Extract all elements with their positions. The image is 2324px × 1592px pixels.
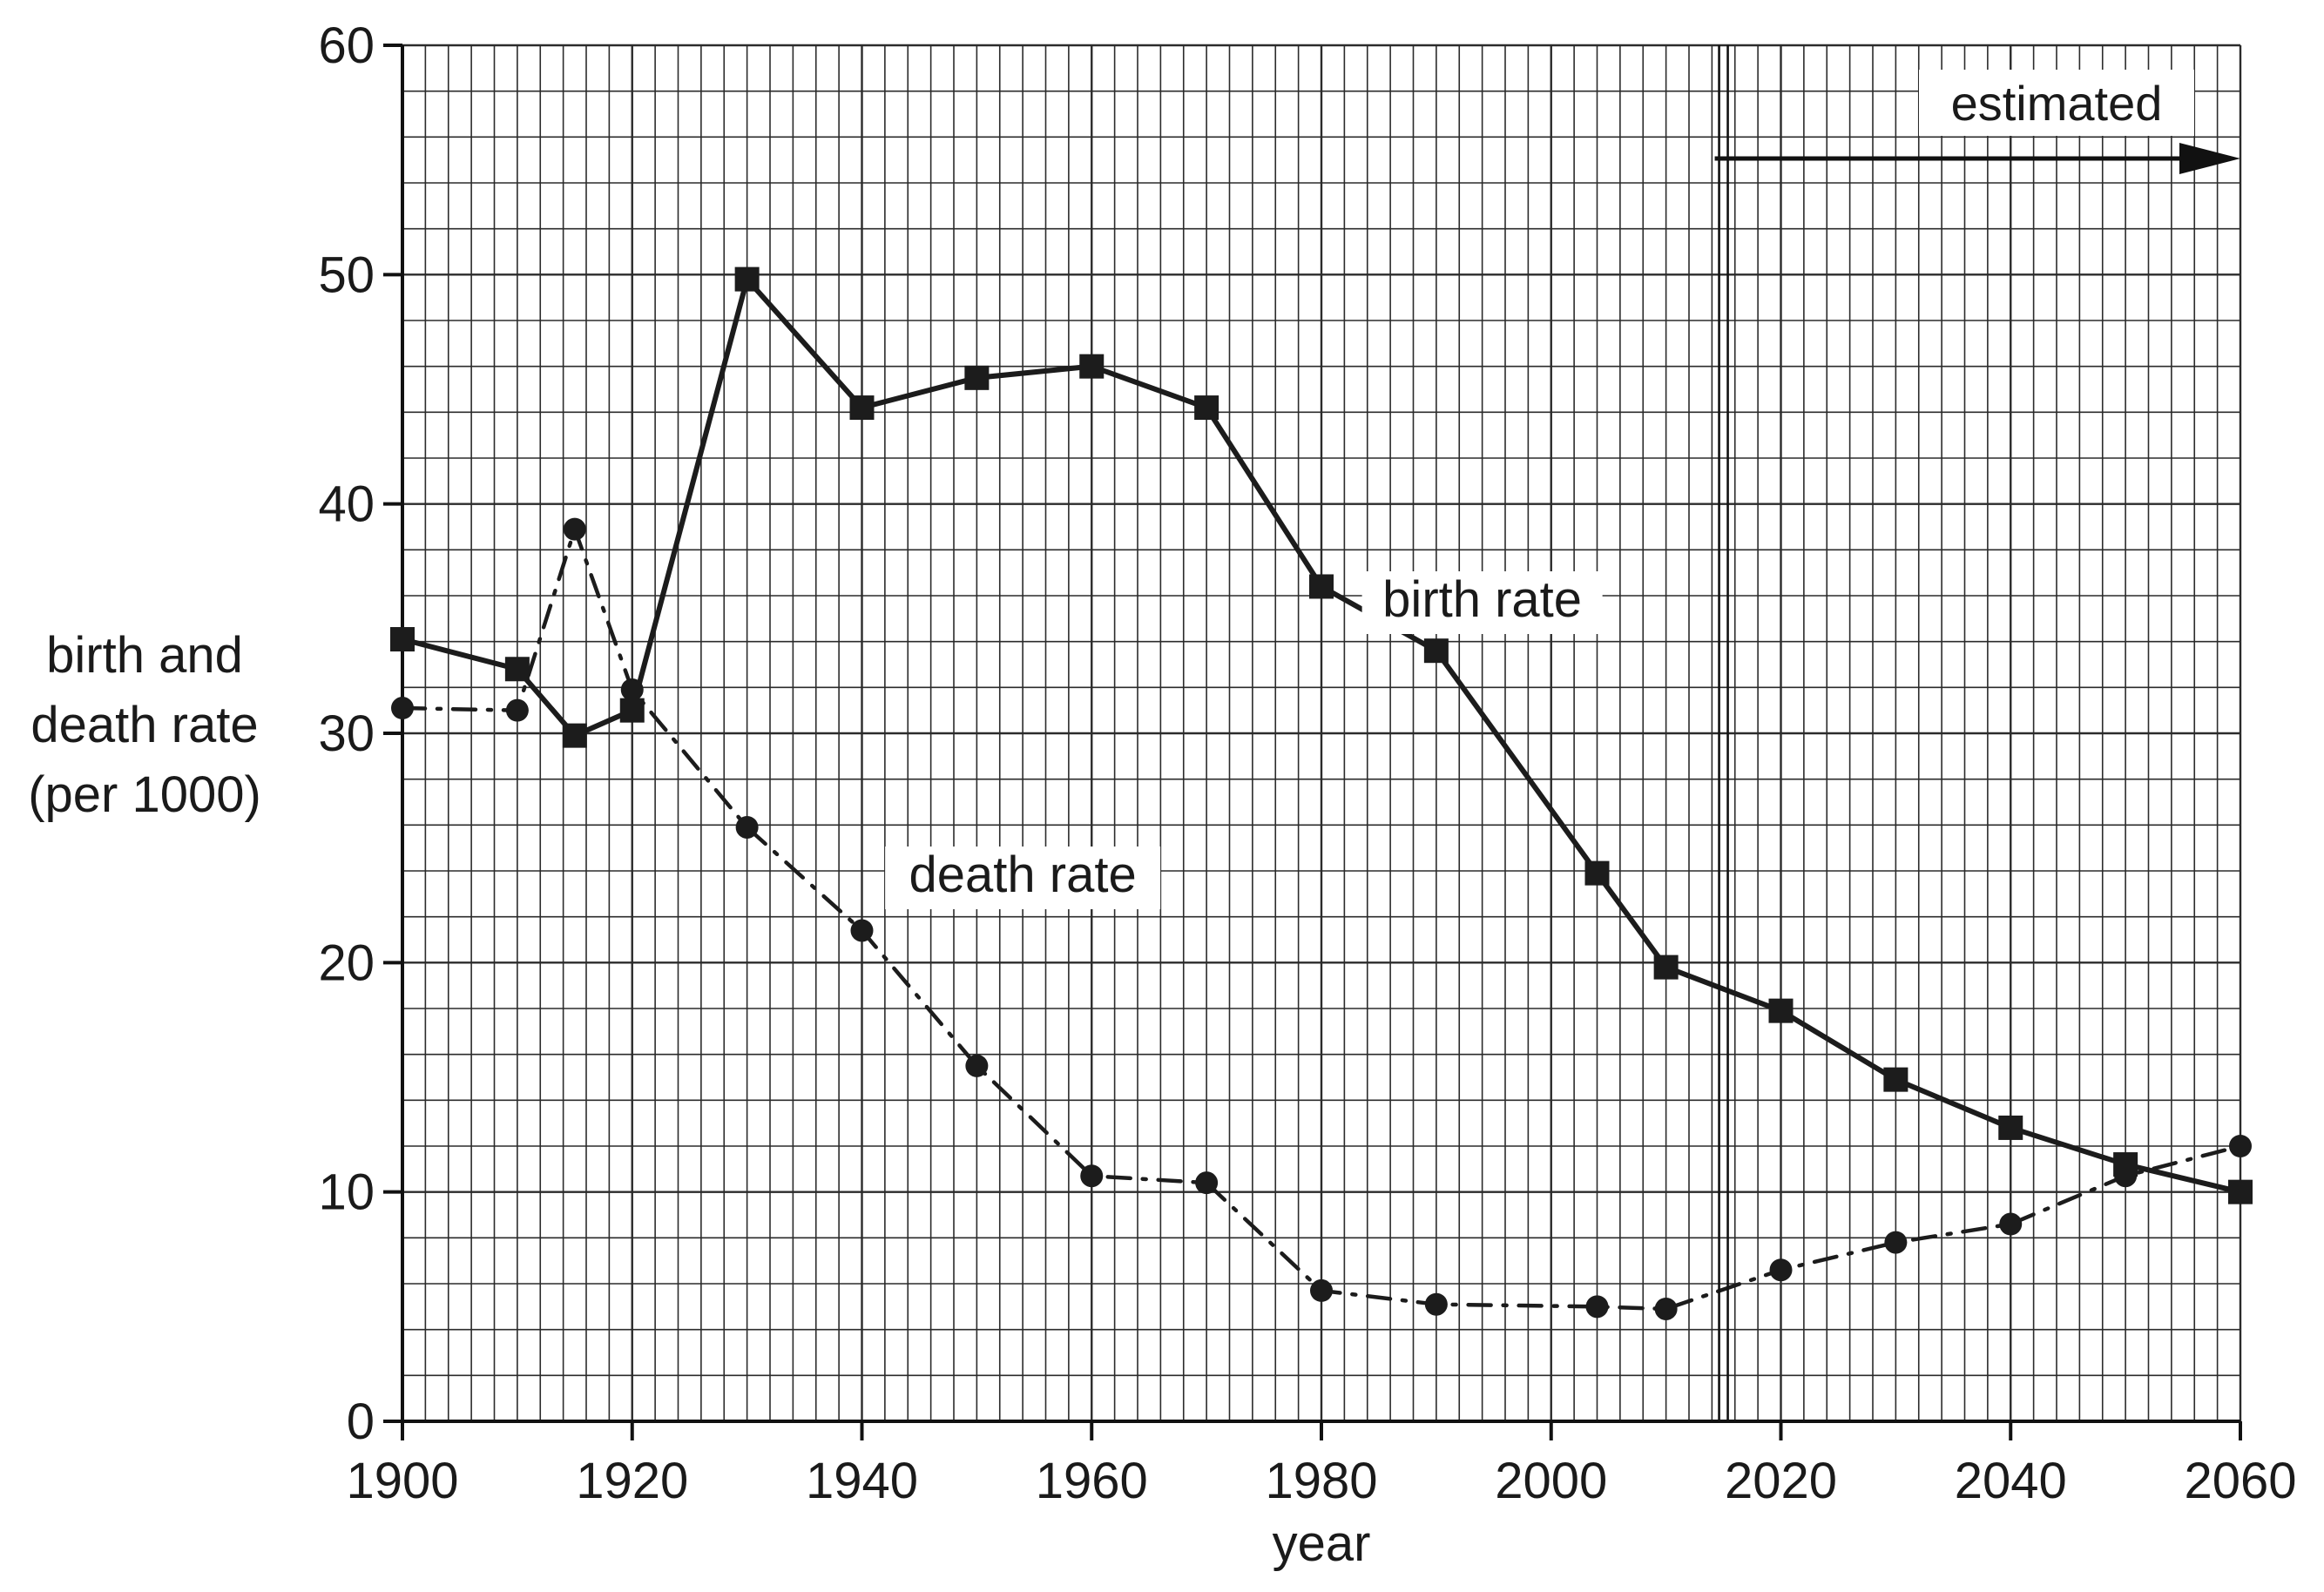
death-rate-point [1195, 1171, 1219, 1195]
grid [401, 44, 2242, 1423]
birth-rate-point [504, 657, 530, 682]
death-rate-point [563, 517, 586, 541]
death-rate-point [391, 697, 414, 720]
death-rate-point [1310, 1278, 1333, 1302]
x-tick-label: 2040 [1955, 1453, 2067, 1509]
x-tick-label: 1920 [576, 1453, 688, 1509]
x-tick-label: 1900 [346, 1453, 458, 1509]
y-tick-label: 40 [318, 476, 375, 533]
birth-rate-point [1653, 955, 1679, 980]
birth-rate-point [1423, 638, 1449, 664]
annotations: estimated birth rate death rate [885, 45, 2240, 1421]
x-tick-label: 2000 [1495, 1453, 1607, 1509]
y-tick-label: 20 [318, 934, 375, 991]
y-tick-label: 60 [318, 17, 375, 74]
x-tick-label: 2020 [1725, 1453, 1837, 1509]
death-rate-point [965, 1054, 989, 1077]
birth-rate-point [1998, 1115, 2023, 1140]
tick-labels: 0 10 20 30 40 50 60 1900 1920 1940 1960 1980 2000 202… [28, 17, 2296, 1572]
death-rate-point [850, 919, 874, 942]
birth-rate-point [734, 266, 760, 292]
series-line-death-rate [400, 527, 2243, 1312]
death-rate-point [1769, 1258, 1793, 1282]
death-rate-point [735, 815, 759, 839]
birth-rate-point [1584, 860, 1610, 886]
y-axis-title-line: birth and [46, 627, 243, 684]
y-tick-label: 10 [318, 1164, 375, 1221]
series-label-bg [1361, 571, 1603, 634]
x-axis-title: year [1273, 1515, 1371, 1572]
birth-rate-point [1883, 1067, 1909, 1092]
series-death-rate [391, 517, 2252, 1320]
series-birth-rate [390, 266, 2253, 1204]
birth-rate-point [964, 365, 990, 390]
x-tick-label: 1960 [1036, 1453, 1148, 1509]
birth-rate-point [1309, 574, 1334, 599]
death-rate-point [1424, 1292, 1448, 1316]
estimated-label: estimated [1951, 76, 2163, 131]
birth-rate-point [390, 627, 415, 652]
y-tick-label: 50 [318, 246, 375, 303]
death-rate-point [1654, 1297, 1678, 1320]
x-tick-label: 1940 [806, 1453, 918, 1509]
death-rate-point [1080, 1164, 1104, 1188]
death-rate-point [505, 698, 529, 722]
y-tick-label: 0 [347, 1393, 375, 1450]
y-axis-title-line: (per 1000) [28, 766, 261, 823]
series-label-death-rate: death rate [909, 847, 1137, 903]
birth-rate-point [1768, 998, 1794, 1023]
series-label-birth-rate: birth rate [1382, 571, 1582, 628]
estimated-arrow-head [2179, 143, 2240, 174]
death-rate-point [2229, 1135, 2252, 1157]
birth-rate-point [849, 395, 875, 421]
y-axis-title-line: death rate [30, 697, 258, 753]
death-rate-point [1585, 1295, 1609, 1319]
birth-rate-point [1194, 395, 1219, 421]
estimated-label-bg [1919, 70, 2194, 136]
birth-rate-point [562, 723, 587, 748]
birth-rate-point [2228, 1179, 2253, 1204]
series [390, 266, 2253, 1320]
birth-rate-point [1079, 354, 1105, 379]
death-rate-point [620, 678, 644, 701]
death-rate-point [2114, 1164, 2138, 1188]
series-label-bg [885, 847, 1161, 909]
y-tick-label: 30 [318, 705, 375, 762]
death-rate-point [1884, 1231, 1908, 1254]
death-rate-point [1999, 1212, 2023, 1236]
x-tick-label: 1980 [1265, 1453, 1377, 1509]
x-tick-label: 2060 [2184, 1453, 2296, 1509]
